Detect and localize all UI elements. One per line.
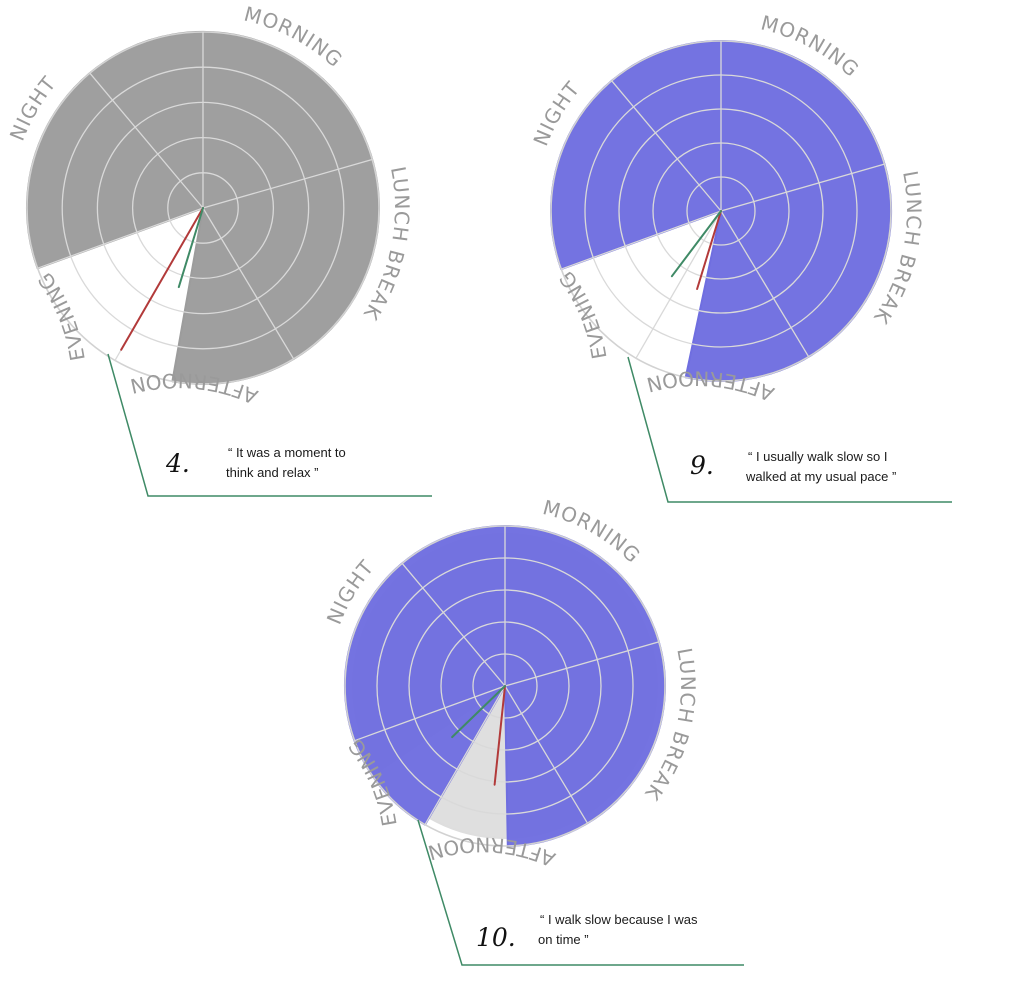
green-value-line xyxy=(177,207,204,289)
segment-label-evening: EVENING xyxy=(554,266,612,361)
grid-spoke xyxy=(504,685,588,824)
green-value-line xyxy=(670,210,722,278)
red-value-line xyxy=(120,207,204,351)
radial-grid xyxy=(344,525,666,847)
callout-leader-line xyxy=(107,353,432,497)
radial-grid xyxy=(550,40,892,382)
grid-spoke xyxy=(202,158,373,209)
grid-spoke xyxy=(561,210,722,270)
grid-spoke xyxy=(611,80,722,212)
callout-leader-line xyxy=(417,819,744,966)
grid-spoke xyxy=(354,685,506,742)
grid-spoke xyxy=(424,685,506,825)
quote-line-1: “ I walk slow because I was xyxy=(540,912,698,927)
grid-spoke xyxy=(202,207,295,360)
value-lines xyxy=(451,685,506,786)
quote-line-2: think and relax ” xyxy=(226,465,319,480)
quote-line-2: on time ” xyxy=(538,932,589,947)
grid-spoke xyxy=(37,207,204,269)
grid-spoke xyxy=(89,72,204,209)
red-value-line xyxy=(696,210,722,290)
callout-leader-line xyxy=(627,356,952,503)
grid-spoke xyxy=(720,210,810,358)
green-value-line xyxy=(451,685,506,739)
quote-line-2: walked at my usual pace ” xyxy=(745,469,896,484)
grid-spoke xyxy=(504,641,659,687)
red-value-line xyxy=(493,685,506,786)
grid-spoke xyxy=(401,562,506,687)
panel-number: 10. xyxy=(476,923,516,952)
value-lines xyxy=(670,210,722,290)
quote-line-1: “ I usually walk slow so I xyxy=(748,449,887,464)
quote-line-1: “ It was a moment to xyxy=(228,445,346,460)
value-lines xyxy=(120,207,204,351)
panel-number: 4. xyxy=(165,449,190,478)
grid-spoke xyxy=(720,163,885,212)
grid-spoke xyxy=(635,210,722,359)
segment-label-evening: EVENING xyxy=(32,267,89,362)
panel-number: 9. xyxy=(690,451,714,480)
